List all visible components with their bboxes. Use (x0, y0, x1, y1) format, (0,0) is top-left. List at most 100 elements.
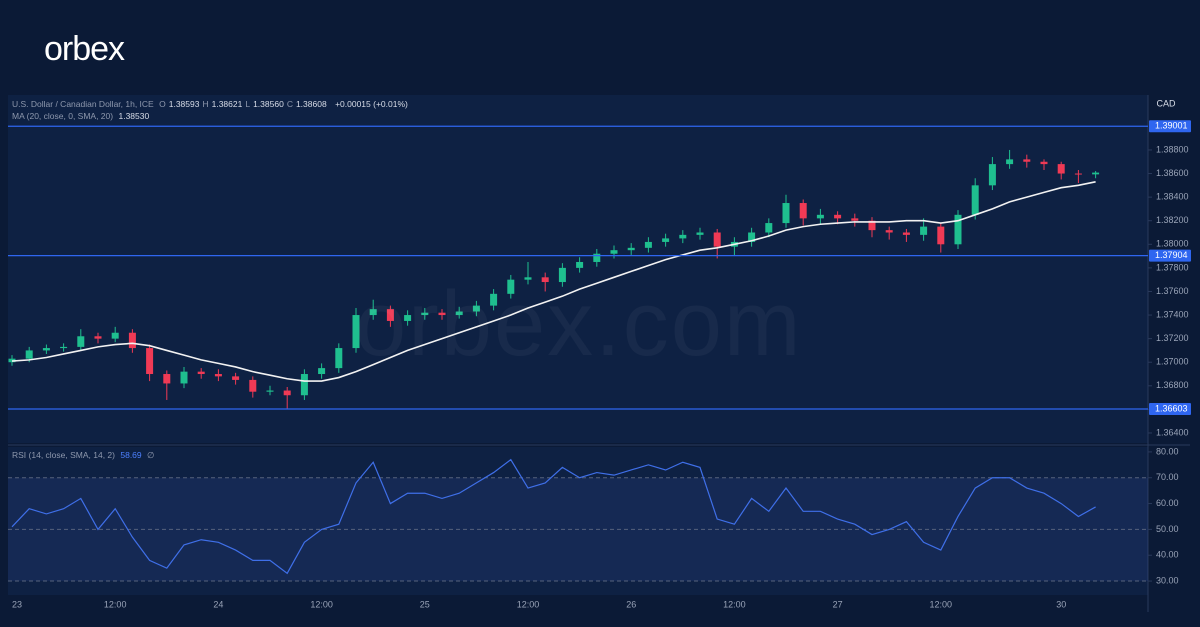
candle-body (782, 203, 790, 224)
ohlc-value: 1.38593 (168, 99, 200, 109)
y-tick-label: 1.38600 (1156, 168, 1189, 178)
candle-body (1092, 172, 1100, 175)
price-legend: U.S. Dollar / Canadian Dollar, 1h, ICE O… (12, 99, 411, 109)
candle-body (421, 312, 429, 316)
candle-body (386, 309, 394, 321)
y-tick-label: 1.37600 (1156, 286, 1189, 296)
candle-body (662, 238, 670, 242)
y-tick-label: 50.00 (1156, 524, 1179, 534)
level-tag (1149, 249, 1191, 262)
level-label: 1.36603 (1155, 403, 1188, 413)
candle-body (593, 253, 601, 262)
candle-body (283, 390, 291, 396)
ohlc-value: 1.38608 (295, 99, 327, 109)
x-tick-label: 26 (626, 599, 636, 609)
candle-body (111, 332, 119, 339)
candle-body (679, 234, 687, 239)
ohlc-name: H (202, 99, 209, 109)
y-tick-label: 1.38400 (1156, 191, 1189, 201)
rsi-label: RSI (14, close, SMA, 14, 2) (12, 450, 115, 460)
y-tick-label: 1.38200 (1156, 215, 1189, 225)
y-tick-label: 1.37400 (1156, 309, 1189, 319)
x-tick-label: 12:00 (517, 599, 540, 609)
x-tick-label: 30 (1056, 599, 1066, 609)
candle-body (490, 293, 498, 306)
candle-body (180, 371, 188, 384)
candle-body (335, 348, 343, 369)
candle-body (232, 376, 240, 380)
y-tick-label: 1.37800 (1156, 262, 1189, 272)
y-tick-label: 40.00 (1156, 550, 1179, 560)
moving-average (11, 181, 1096, 382)
x-tick-label: 12:00 (310, 599, 333, 609)
candle-body (77, 336, 85, 347)
candle-body (369, 309, 377, 316)
y-tick-label: 60.00 (1156, 498, 1179, 508)
candle-body (902, 232, 910, 235)
ma-value: 1.38530 (118, 111, 150, 121)
candle-body (541, 277, 549, 283)
candle-body (1057, 164, 1065, 174)
change: +0.00015 (+0.01%) (335, 99, 408, 109)
candle-body (576, 261, 584, 268)
candle-body (971, 185, 979, 215)
candle-body (954, 214, 962, 245)
x-tick-label: 27 (833, 599, 843, 609)
ohlc-value: 1.38560 (253, 99, 284, 109)
candle-body (197, 371, 205, 375)
candle-body (1074, 173, 1082, 175)
candle-body (214, 374, 222, 377)
candle-body (799, 203, 807, 219)
candle-body (834, 214, 842, 219)
y-tick-label: 1.36400 (1156, 427, 1189, 437)
y-tick-label: 1.37200 (1156, 333, 1189, 343)
rsi-legend: RSI (14, close, SMA, 14, 2) 58.69 ∅ (12, 450, 157, 461)
x-tick-label: 12:00 (104, 599, 127, 609)
candle-body (1006, 159, 1014, 165)
rsi-extra: ∅ (147, 450, 155, 460)
currency: CAD (1156, 98, 1176, 108)
candle-body (885, 230, 893, 233)
candle-body (300, 374, 308, 396)
level-tag (1149, 120, 1191, 133)
candle-body (1023, 159, 1031, 162)
candle-body (868, 220, 876, 231)
candle-body (988, 164, 996, 186)
ma-label: MA (20, close, 0, SMA, 20) (12, 111, 114, 121)
y-tick-label: 1.37000 (1156, 357, 1189, 367)
candle-body (404, 315, 412, 321)
candle-body (352, 315, 360, 349)
candle-body (163, 374, 171, 384)
ohlc-name: O (159, 99, 166, 109)
x-tick-label: 12:00 (930, 599, 953, 609)
candle-body (438, 312, 446, 316)
candle-body (25, 350, 33, 359)
candle-body (128, 332, 136, 349)
candle-body (455, 311, 463, 316)
candle-body (507, 279, 515, 294)
rsi-panel (8, 447, 1148, 595)
candle-body (851, 218, 859, 221)
candle-body (42, 348, 50, 351)
rsi-value: 58.69 (120, 450, 142, 460)
ohlc-name: L (245, 99, 251, 109)
candle-body (249, 379, 257, 392)
candle-body (318, 368, 326, 375)
watermark: orbex.com (355, 272, 803, 377)
candle-body (644, 241, 652, 248)
candle-body (920, 226, 928, 235)
rsi-line (11, 458, 1096, 575)
y-tick-label: 80.00 (1156, 446, 1179, 456)
candle-body (748, 232, 756, 242)
candle-body (558, 267, 566, 283)
y-tick-label: 1.38800 (1156, 144, 1189, 154)
ohlc: O 1.38593 H 1.38621 L 1.38560 C 1.38608 (159, 99, 330, 109)
level-tag (1149, 403, 1191, 416)
ohlc-value: 1.38621 (211, 99, 243, 109)
candle-body (472, 305, 480, 312)
candle-body (816, 214, 824, 219)
candle-body (94, 336, 102, 339)
candle-body (1040, 161, 1048, 165)
